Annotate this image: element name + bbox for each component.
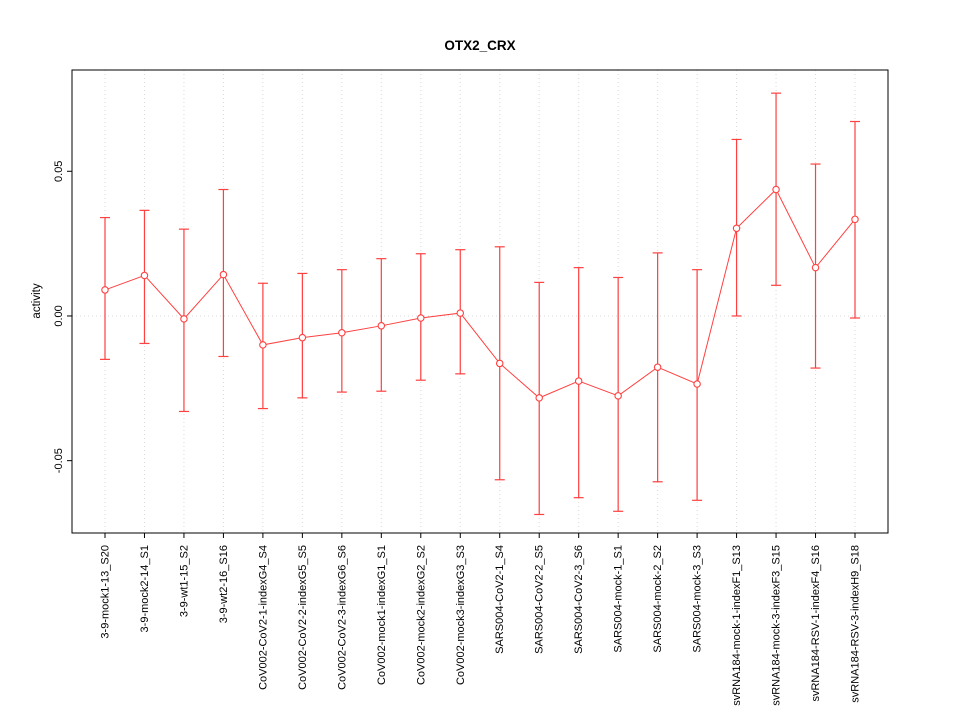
x-tick-label: SARS004-CoV2-1_S4: [494, 545, 506, 654]
data-point: [614, 392, 622, 400]
x-tick-label: SARS004-mock-2_S2: [652, 545, 664, 653]
x-tick-label: CoV002-CoV2-1-indexG4_S4: [257, 545, 269, 690]
y-tick-label: 0.05: [53, 161, 65, 182]
x-tick-label: SARS004-mock-1_S1: [613, 545, 625, 653]
data-point: [338, 329, 346, 337]
data-point: [851, 215, 859, 224]
y-tick-label: 0.00: [53, 305, 65, 326]
x-tick-label: SARS004-mock-3_S3: [692, 545, 704, 653]
x-tick-label: svRNA184-RSV-3-indexH9_S18: [850, 545, 862, 703]
data-point: [456, 309, 465, 317]
data-point: [732, 224, 741, 233]
x-tick-label: SARS004-CoV2-3_S6: [573, 545, 585, 654]
x-tick-label: CoV002-mock1-indexG1_S1: [376, 545, 388, 685]
x-tick-label: CoV002-mock3-indexG3_S3: [455, 545, 467, 685]
x-tick-label: SARS004-CoV2-2_S5: [534, 545, 546, 654]
data-point: [377, 322, 386, 330]
data-point: [535, 394, 543, 402]
x-tick-label: svRNA184-mock-1-indexF1_S13: [731, 545, 743, 706]
data-point: [259, 341, 267, 349]
x-tick-label: 3-9-wt2-16_S16: [218, 545, 230, 623]
data-point: [417, 314, 425, 322]
x-tick-label: 3-9-wt1-15_S2: [178, 545, 190, 617]
x-tick-label: CoV002-mock2-indexG2_S2: [415, 545, 427, 685]
data-point: [101, 286, 109, 294]
data-point: [298, 333, 307, 342]
data-point: [495, 359, 504, 368]
data-point: [811, 263, 820, 272]
plot-box: [71, 69, 889, 534]
data-point: [219, 270, 228, 279]
x-tick-label: svRNA184-RSV-1-indexF4_S16: [810, 545, 822, 702]
x-tick-label: 3-9-mock2-14_S1: [139, 545, 151, 632]
data-point: [772, 185, 780, 194]
y-tick-label: -0.05: [53, 448, 65, 473]
data-point: [693, 380, 701, 388]
x-tick-label: CoV002-CoV2-2-indexG5_S5: [297, 545, 309, 690]
x-tick-label: 3-9-mock1-13_S20: [100, 545, 112, 639]
x-tick-label: CoV002-CoV2-3-indexG6_S6: [336, 545, 348, 690]
x-tick-label: svRNA184-mock-3-indexF3_S15: [771, 545, 783, 706]
data-point: [180, 315, 188, 323]
chart-title: OTX2_CRX: [444, 38, 516, 53]
data-point: [574, 377, 583, 385]
series-line: [104, 188, 856, 399]
data-point: [653, 363, 662, 371]
data-point: [140, 271, 149, 280]
